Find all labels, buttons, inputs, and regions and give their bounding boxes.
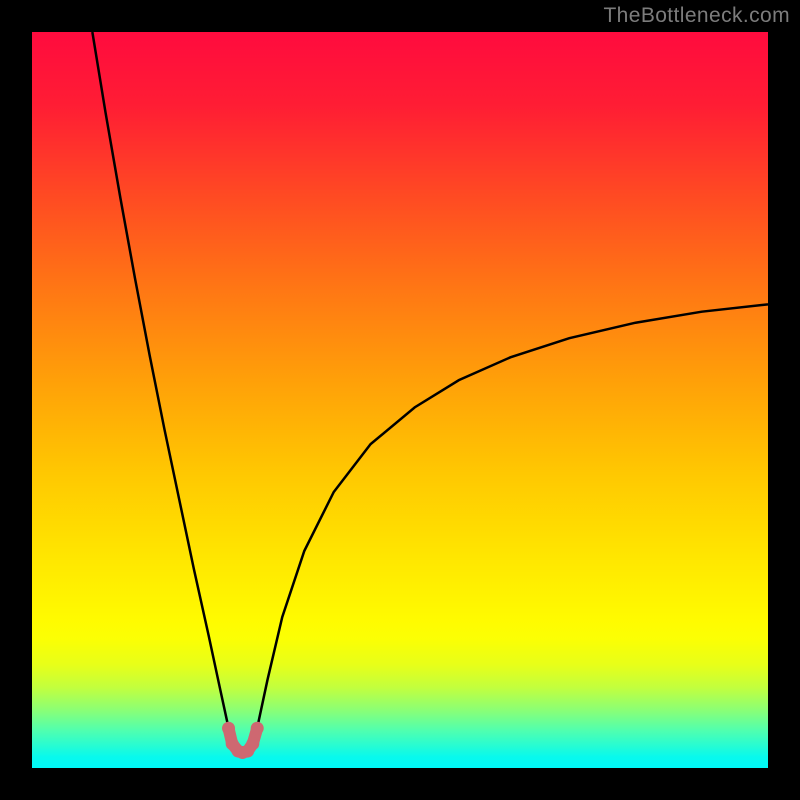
- bottleneck-dot: [222, 722, 235, 735]
- frame-left: [0, 0, 32, 800]
- frame-right: [768, 0, 800, 800]
- bottleneck-dot: [251, 722, 264, 735]
- frame-bottom: [0, 768, 800, 800]
- bottleneck-dot: [246, 737, 259, 750]
- bottleneck-chart: [0, 0, 800, 800]
- plot-background: [32, 32, 768, 768]
- watermark-text: TheBottleneck.com: [603, 4, 790, 28]
